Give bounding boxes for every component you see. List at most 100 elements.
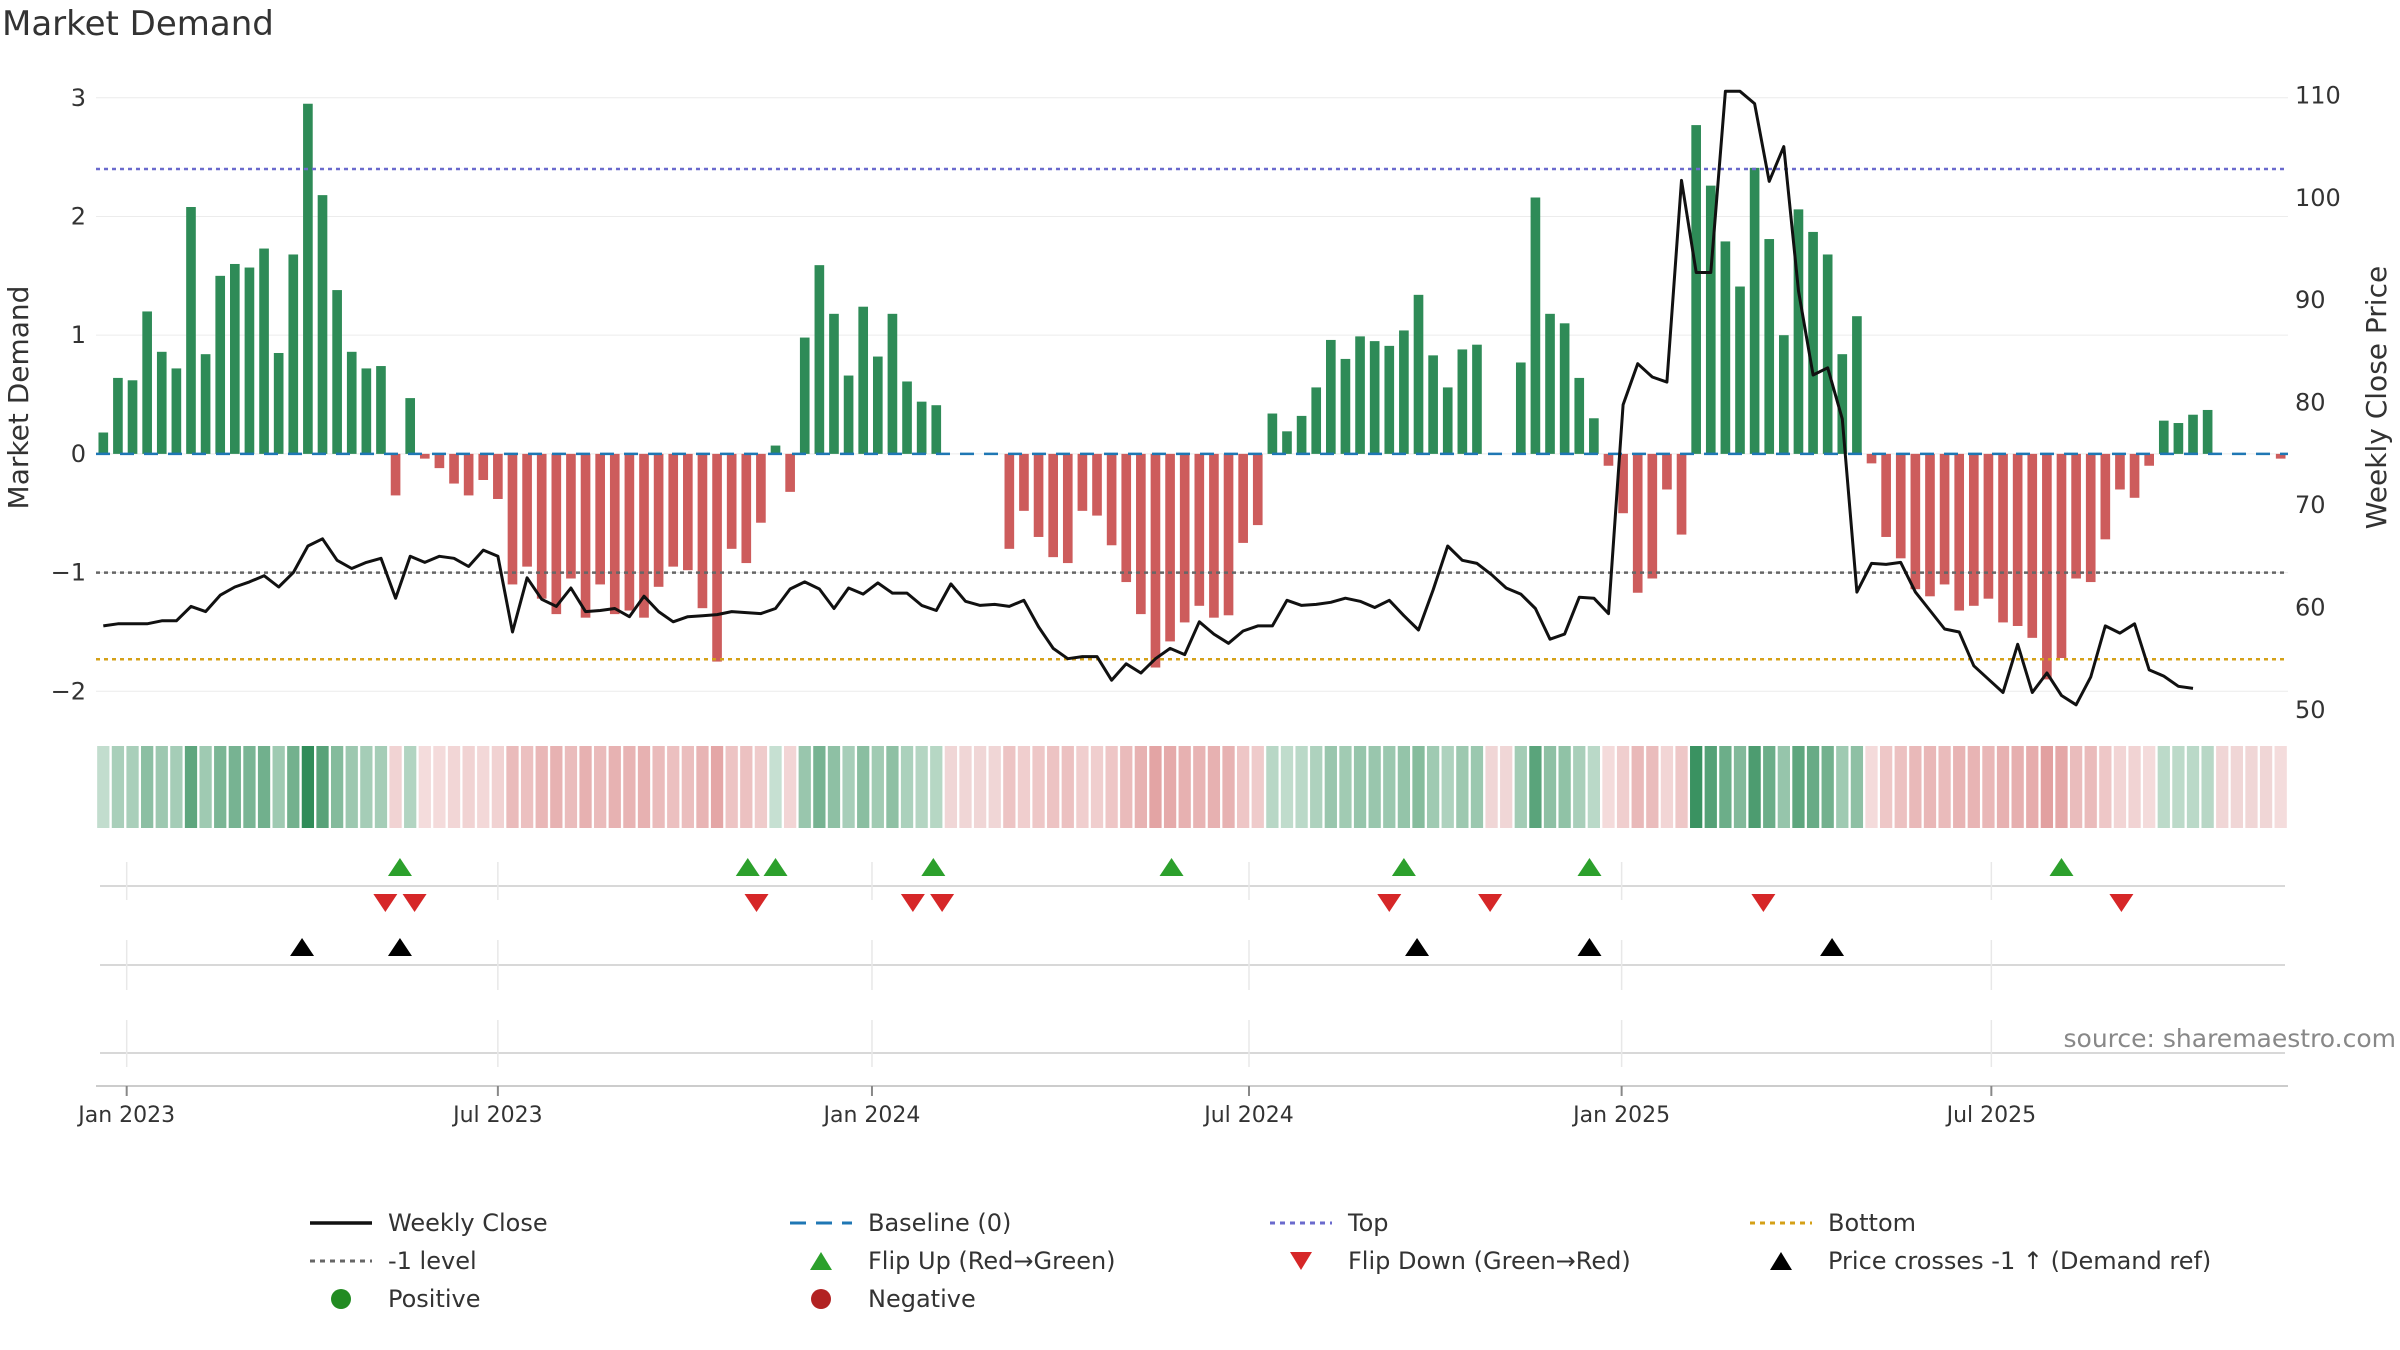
demand-bar <box>142 311 152 454</box>
heat-cell <box>2055 746 2068 828</box>
demand-bar <box>2188 414 2198 454</box>
heat-cell <box>652 746 665 828</box>
demand-bar <box>1399 330 1409 454</box>
demand-bar <box>1705 185 1716 454</box>
bottom-swatch <box>1750 1221 1812 1225</box>
legend-positive: Positive <box>310 1281 481 1317</box>
x-axis: Jan 2023 Jul 2023 Jan 2024 Jul 2024 Jan 2025… <box>76 862 2288 1128</box>
y-tick-label: −1 <box>51 559 86 587</box>
heat-cell <box>1251 746 1264 828</box>
heat-cell <box>2099 746 2112 828</box>
heat-cell <box>1485 746 1498 828</box>
demand-bar <box>770 445 781 454</box>
heat-cell <box>608 746 621 828</box>
demand-bar <box>1793 209 1804 454</box>
demand-bar <box>741 453 752 564</box>
demand-bar <box>1647 453 1658 579</box>
heat-cell <box>550 746 563 828</box>
heat-cell <box>345 746 358 828</box>
heat-cell <box>1602 746 1615 828</box>
demand-bar <box>2173 423 2184 454</box>
heat-cell <box>1061 746 1074 828</box>
heat-cell <box>2172 746 2185 828</box>
heat-cell <box>915 746 928 828</box>
demand-bar <box>1559 323 1570 454</box>
demand-bar <box>171 368 182 454</box>
heat-cell <box>2143 746 2156 828</box>
demand-bar <box>1895 453 1906 559</box>
legend-label: Flip Down (Green→Red) <box>1348 1247 1631 1275</box>
demand-bar <box>2158 420 2169 454</box>
flip-down-marker <box>1377 894 1402 912</box>
heat-cell <box>1412 746 1425 828</box>
demand-bar <box>1603 453 1614 466</box>
heat-cell <box>126 746 139 828</box>
demand-bar <box>449 453 459 484</box>
y-tick-label: −2 <box>51 677 86 705</box>
heat-cell <box>1733 746 1747 828</box>
legend-flip-down: Flip Down (Green→Red) <box>1270 1243 1631 1279</box>
demand-bar <box>1910 453 1921 590</box>
flip-up-marker <box>763 858 788 876</box>
demand-bar <box>683 453 693 571</box>
heat-cell <box>2274 746 2287 828</box>
demand-bar <box>1428 355 1438 454</box>
heat-cell <box>170 746 183 828</box>
heat-cell <box>769 746 782 828</box>
demand-bar <box>463 453 474 496</box>
heat-cell <box>667 746 680 828</box>
demand-bar <box>1384 345 1395 454</box>
demand-bar <box>697 453 708 609</box>
heat-cell <box>535 746 548 828</box>
flip-up-triangle-icon <box>810 1252 832 1270</box>
demand-bar <box>814 265 825 454</box>
demand-bar <box>303 103 313 454</box>
demand-bar <box>1209 453 1219 618</box>
heat-cell <box>1996 746 2010 828</box>
legend-flip-up: Flip Up (Red→Green) <box>790 1243 1116 1279</box>
demand-heat-strip <box>97 746 2287 828</box>
heat-cell <box>827 746 841 828</box>
demand-bar <box>1033 453 1044 537</box>
demand-bar <box>1837 354 1848 454</box>
heat-cell <box>1675 746 1688 828</box>
demand-bar <box>1968 453 1979 606</box>
heat-cell <box>2011 746 2024 828</box>
heat-cell <box>1719 746 1732 828</box>
demand-bar <box>536 453 547 599</box>
demand-bar <box>1925 453 1935 597</box>
heat-cell <box>97 746 110 828</box>
y2-tick-label: 60 <box>2295 593 2326 621</box>
demand-bar <box>609 453 620 615</box>
heat-cell <box>243 746 256 828</box>
heat-cell <box>1163 746 1177 828</box>
heat-cell <box>1353 746 1367 828</box>
heat-cell <box>1120 746 1133 828</box>
demand-bar <box>1618 453 1628 514</box>
weekly-close-line <box>103 89 2194 707</box>
demand-bar <box>1589 418 1599 454</box>
demand-bars <box>98 103 2286 680</box>
demand-bar <box>1267 413 1278 454</box>
demand-bar <box>98 432 109 454</box>
demand-bar <box>1150 453 1161 668</box>
price-cross-marker <box>290 938 315 956</box>
legend-label: Baseline (0) <box>868 1209 1012 1237</box>
heat-cell <box>272 746 285 828</box>
demand-bar <box>317 195 328 454</box>
heat-cell <box>900 746 914 828</box>
y2-axis-label: Weekly Close Price <box>2360 266 2393 529</box>
heat-cell <box>1836 746 1849 828</box>
heat-cell <box>740 746 753 828</box>
demand-bar <box>2012 453 2023 626</box>
heat-cell <box>2040 746 2054 828</box>
demand-bar <box>1413 294 1424 454</box>
demand-bar <box>2042 453 2052 680</box>
heat-cell <box>1207 746 1221 828</box>
heat-cell <box>1792 746 1805 828</box>
heat-cell <box>374 746 388 828</box>
negative-dot-icon <box>811 1289 831 1309</box>
heat-cell <box>594 746 607 828</box>
demand-bar <box>2202 409 2213 454</box>
heat-cell <box>1616 746 1630 828</box>
